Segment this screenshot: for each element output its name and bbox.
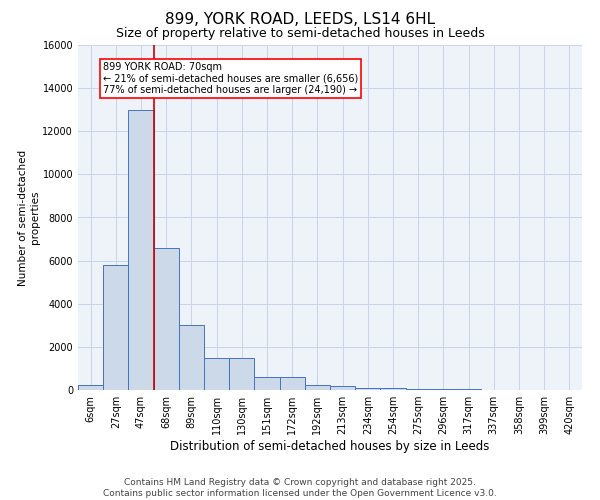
X-axis label: Distribution of semi-detached houses by size in Leeds: Distribution of semi-detached houses by … — [170, 440, 490, 453]
Bar — [406, 389, 431, 390]
Bar — [431, 389, 456, 390]
Text: Size of property relative to semi-detached houses in Leeds: Size of property relative to semi-detach… — [116, 28, 484, 40]
Bar — [330, 386, 355, 390]
Bar — [128, 110, 154, 390]
Bar — [78, 384, 103, 390]
Bar — [280, 376, 305, 390]
Text: 899, YORK ROAD, LEEDS, LS14 6HL: 899, YORK ROAD, LEEDS, LS14 6HL — [165, 12, 435, 28]
Bar — [229, 358, 254, 390]
Bar — [355, 388, 380, 390]
Bar — [380, 388, 406, 390]
Bar — [103, 265, 128, 390]
Bar — [204, 358, 229, 390]
Bar — [179, 326, 204, 390]
Bar — [154, 248, 179, 390]
Text: 899 YORK ROAD: 70sqm
← 21% of semi-detached houses are smaller (6,656)
77% of se: 899 YORK ROAD: 70sqm ← 21% of semi-detac… — [103, 62, 358, 96]
Bar — [305, 384, 330, 390]
Y-axis label: Number of semi-detached
properties: Number of semi-detached properties — [18, 150, 40, 286]
Text: Contains HM Land Registry data © Crown copyright and database right 2025.
Contai: Contains HM Land Registry data © Crown c… — [103, 478, 497, 498]
Bar — [254, 376, 280, 390]
